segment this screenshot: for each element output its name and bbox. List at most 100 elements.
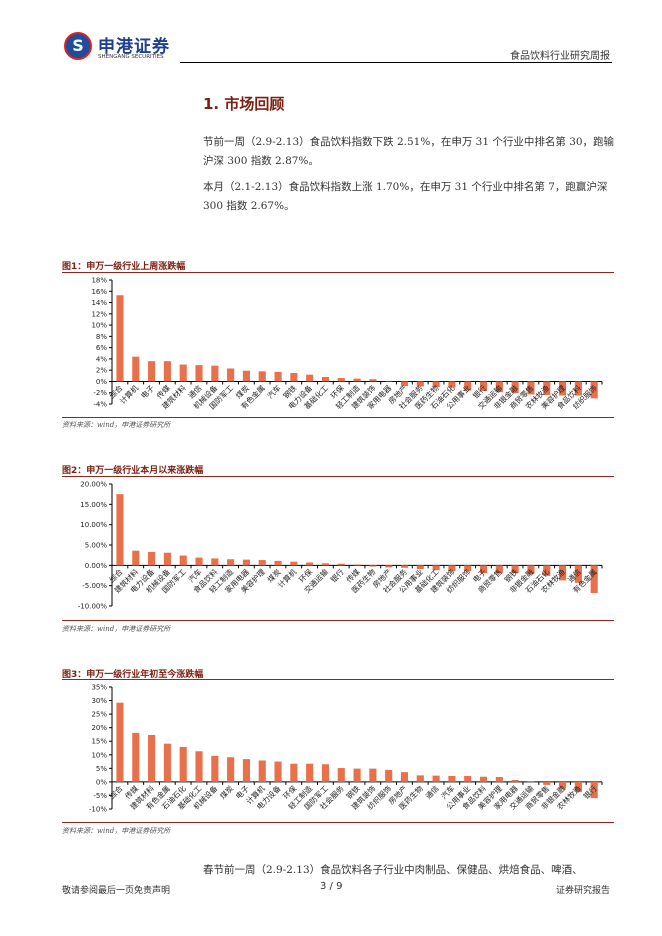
x-tick-label: 银行 <box>328 566 346 584</box>
bar-综合 <box>116 702 124 782</box>
bar-钢铁 <box>290 373 298 382</box>
bar-汽车 <box>448 775 456 782</box>
bar-医药生物 <box>416 775 424 782</box>
y-tick-label: 0.00% <box>85 562 108 570</box>
y-tick-label: -10% <box>89 806 107 814</box>
bar-纺织服饰 <box>385 769 393 782</box>
bar-交通运输 <box>495 381 503 393</box>
bar-农林牧渔 <box>559 565 567 581</box>
bar-家用电器 <box>242 559 250 566</box>
bar-纺织服饰 <box>464 565 472 572</box>
bar-商贸零售 <box>495 565 503 574</box>
y-tick-label: 25% <box>91 711 107 719</box>
bar-交通运输 <box>321 563 330 566</box>
bar-美容护理 <box>495 777 503 782</box>
header-divider <box>180 62 612 63</box>
y-tick-label: 12% <box>91 310 107 318</box>
figure-1-top-rule <box>62 272 614 273</box>
section-title: 1. 市场回顾 <box>203 95 285 113</box>
bar-环保 <box>306 562 314 566</box>
paragraph-subsector: 春节前一周（2.9-2.13）食品饮料各子行业中肉制品、保健品、烘焙食品、啤酒、 <box>203 864 583 876</box>
y-tick-label: 8% <box>96 333 107 341</box>
bar-非银金融 <box>527 565 535 575</box>
bar-食品饮料 <box>211 558 219 566</box>
bar-石油石化 <box>448 381 456 388</box>
y-tick-label: 15% <box>91 738 107 746</box>
bar-银行 <box>590 781 598 799</box>
y-tick-label: 0% <box>96 378 107 386</box>
bar-煤炭 <box>227 757 235 782</box>
x-tick-label: 通信 <box>423 783 441 801</box>
bar-公用事业 <box>416 565 424 569</box>
bar-银行 <box>337 563 345 566</box>
figure-1-bottom-rule <box>62 417 614 418</box>
bar-机械设备 <box>163 552 171 566</box>
bar-交通运输 <box>527 781 535 782</box>
bar-房地产 <box>400 772 409 782</box>
bar-石油石化 <box>543 565 551 576</box>
bar-钢铁 <box>353 768 361 782</box>
logo-name-cn: 申港证券 <box>98 37 170 57</box>
bar-建筑装饰 <box>448 565 456 572</box>
figure-1-title: 图1：申万一级行业上周涨跌幅 <box>62 262 186 272</box>
bar-传媒 <box>132 732 140 782</box>
y-tick-label: 5% <box>96 765 107 773</box>
bar-有色金属 <box>163 743 171 782</box>
bar-电子 <box>479 565 488 574</box>
bar-美容护理 <box>559 381 567 396</box>
bar-石油石化 <box>179 746 187 782</box>
y-tick-label: 16% <box>91 288 107 296</box>
x-tick-label: 电子 <box>138 382 156 400</box>
y-tick-label: 18% <box>91 277 107 285</box>
figure-3-source: 资料来源：wind，申港证券研究所 <box>62 827 171 835</box>
y-tick-label: 10% <box>91 322 107 330</box>
y-tick-label: 20% <box>91 724 107 732</box>
bar-社会服务 <box>337 768 345 782</box>
bar-传媒 <box>163 361 171 382</box>
bar-商贸零售 <box>527 381 535 395</box>
paragraph-weekly: 节前一周（2.9-2.13）食品饮料指数下跌 2.51%，在申万 31 个行业中… <box>203 136 615 167</box>
logo-mark-icon: S <box>64 32 92 60</box>
y-tick-label: 10.00% <box>80 521 107 529</box>
bar-医药生物 <box>369 565 377 567</box>
bar-社会服务 <box>416 381 424 387</box>
x-tick-label: 汽车 <box>265 382 283 400</box>
y-tick-label: 10% <box>91 751 107 759</box>
bar-公用事业 <box>464 775 472 782</box>
figure-1-bar-chart: -4%-2%0%2%4%6%8%10%12%14%16%18%综合计算机电子传媒… <box>91 277 603 411</box>
figure-3-top-rule <box>62 679 614 680</box>
figure-1-source: 资料来源：wind，申港证券研究所 <box>62 421 171 429</box>
y-tick-label: 30% <box>91 697 107 705</box>
figure-3-bar-chart: -10%-5%0%5%10%15%20%25%30%35%综合传媒建筑材料有色金… <box>89 684 603 814</box>
bar-轻工制造 <box>306 763 314 782</box>
y-tick-label: -5.00% <box>82 582 107 590</box>
bar-国防军工 <box>321 764 330 782</box>
bar-房地产 <box>385 565 393 568</box>
bar-房地产 <box>400 381 409 386</box>
y-tick-label: 4% <box>96 355 107 363</box>
bar-煤炭 <box>274 560 282 566</box>
bar-公用事业 <box>464 381 472 391</box>
bar-综合 <box>116 295 124 382</box>
bar-非银金融 <box>511 381 519 394</box>
bar-环保 <box>337 378 345 382</box>
y-tick-label: -4% <box>93 401 107 409</box>
y-tick-label: 5.00% <box>85 542 108 550</box>
bar-建筑材料 <box>148 734 156 782</box>
bar-电力设备 <box>274 761 282 782</box>
x-tick-label: 综合 <box>107 783 125 801</box>
bar-计算机 <box>132 356 140 382</box>
company-logo: S 申港证券 SHENGANG SECURITIES <box>64 32 184 64</box>
bar-基础化工 <box>432 565 440 571</box>
bar-煤炭 <box>242 370 250 382</box>
bar-美容护理 <box>258 560 266 566</box>
bar-电子 <box>242 759 250 782</box>
bar-轻工制造 <box>227 559 235 566</box>
y-tick-label: -10.00% <box>78 603 108 611</box>
bar-建筑材料 <box>132 550 140 566</box>
bar-计算机 <box>290 561 298 566</box>
figure-2-bar-chart: -10.00% -5.00% 0.00% 5.00% 10.00% 15.00% 20.00… <box>78 481 603 611</box>
logo-name-en: SHENGANG SECURITIES <box>98 54 164 60</box>
bar-农林牧渔 <box>574 781 582 792</box>
bar-环保 <box>290 763 298 782</box>
